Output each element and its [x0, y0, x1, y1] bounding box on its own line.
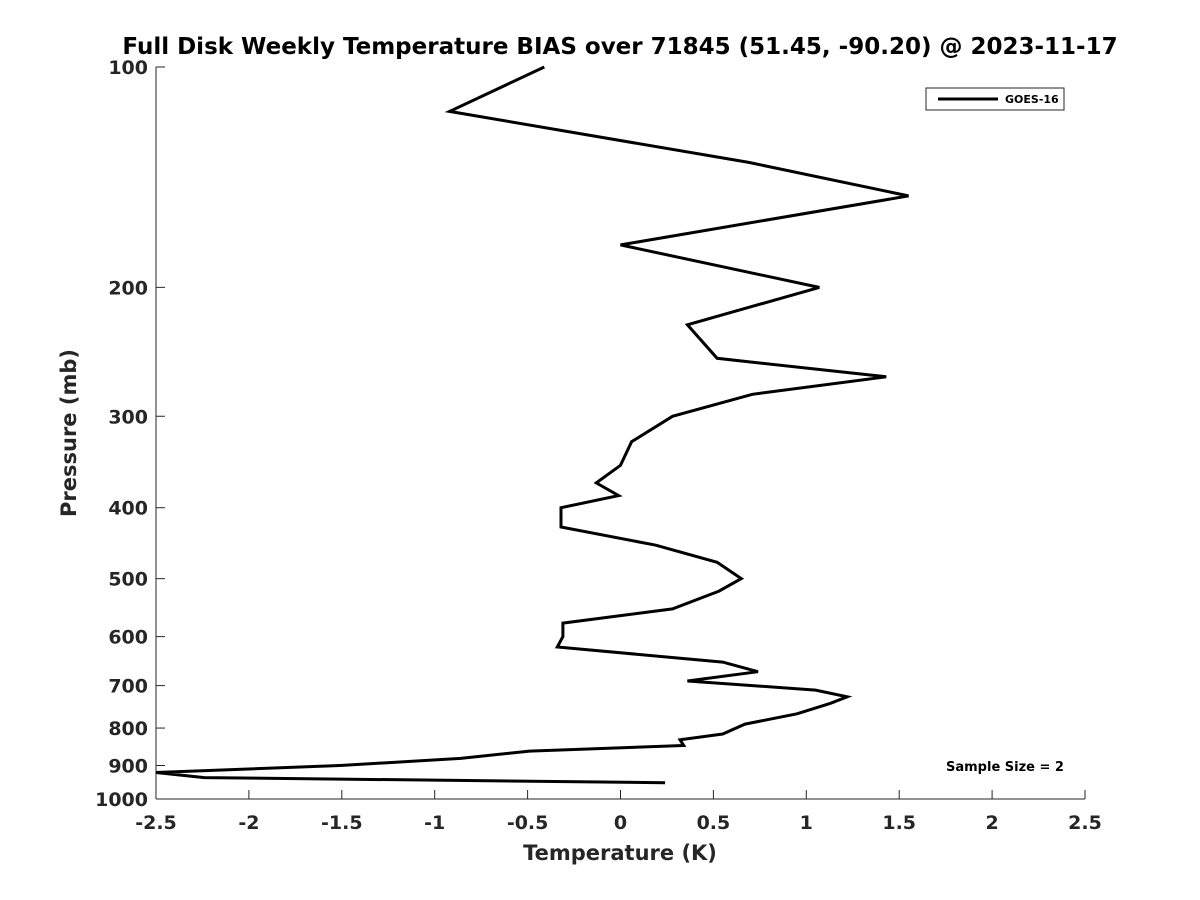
y-tick-label: 900: [108, 756, 148, 778]
x-tick-label: 1: [800, 812, 813, 834]
x-tick-label: 0: [614, 812, 627, 834]
y-tick-label: 500: [108, 569, 148, 591]
x-tick-label: 1.5: [882, 812, 916, 834]
legend: GOES-16: [925, 87, 1065, 111]
y-tick-label: 400: [108, 498, 148, 520]
x-tick-label: 2.5: [1068, 812, 1102, 834]
y-axis-label: Pressure (mb): [57, 349, 81, 517]
x-tick-label: -2: [238, 812, 259, 834]
legend-label-goes-16: GOES-16: [1005, 93, 1059, 106]
y-tick-group: 100 200 300 400 500 600 700 800 900 1000: [95, 57, 165, 811]
y-tick-label: 300: [108, 406, 148, 428]
y-tick-label: 600: [108, 627, 148, 649]
x-tick-label: 0.5: [697, 812, 731, 834]
y-tick-label: 800: [108, 718, 148, 740]
x-tick-label: -1.5: [321, 812, 363, 834]
y-tick-label: 700: [108, 676, 148, 698]
x-tick-label: -2.5: [135, 812, 177, 834]
y-tick-label: 100: [108, 57, 148, 79]
x-tick-label: 2: [985, 812, 998, 834]
x-tick-label: -0.5: [507, 812, 549, 834]
chart-title: Full Disk Weekly Temperature BIAS over 7…: [122, 34, 1117, 60]
x-axis-label: Temperature (K): [523, 841, 717, 865]
y-tick-label: 200: [108, 277, 148, 299]
x-tick-label: -1: [424, 812, 445, 834]
y-tick-label: 1000: [95, 789, 148, 811]
series-line-goes-16: [155, 65, 909, 785]
sample-size-annotation: Sample Size = 2: [946, 760, 1064, 775]
x-tick-group: -2.5 -2 -1.5 -1 -0.5 0 0.5 1 1.5 2 2.5: [135, 790, 1102, 834]
plot-area: -2.5 -2 -1.5 -1 -0.5 0 0.5 1 1.5 2 2.5 100 200 300 40…: [95, 57, 1102, 834]
